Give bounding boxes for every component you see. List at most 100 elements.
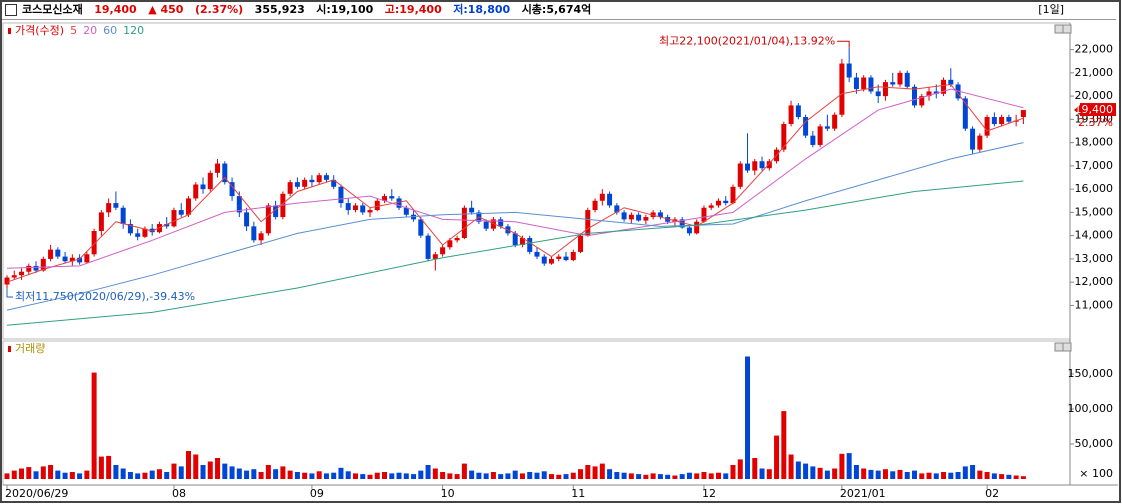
candle-body bbox=[4, 277, 10, 285]
panel-button[interactable] bbox=[1054, 342, 1064, 352]
candle-body bbox=[207, 172, 213, 190]
volume-bar bbox=[745, 356, 751, 479]
candle-body bbox=[374, 200, 380, 211]
annotation-arrow bbox=[6, 287, 13, 298]
volume-bar bbox=[723, 473, 729, 479]
volume-bar bbox=[251, 469, 257, 479]
volume-bar bbox=[585, 464, 591, 479]
volume-bar bbox=[941, 471, 947, 479]
candle-body bbox=[338, 186, 344, 204]
candle-body bbox=[200, 184, 206, 190]
candle-body bbox=[817, 126, 823, 145]
period[interactable]: [1일] bbox=[1038, 3, 1064, 16]
volume-bar bbox=[367, 474, 373, 479]
volume-bar bbox=[396, 472, 402, 479]
volume-bar bbox=[149, 470, 155, 479]
candle-body bbox=[62, 256, 68, 262]
volume-bar bbox=[672, 475, 678, 479]
volume-bar bbox=[599, 463, 605, 479]
candle-body bbox=[483, 221, 489, 229]
legend-label: 5 bbox=[70, 24, 77, 37]
legend-label: 20 bbox=[83, 24, 97, 37]
volume-bar bbox=[897, 469, 903, 479]
candle-body bbox=[40, 258, 46, 271]
legend-label: 가격(수정) bbox=[15, 24, 64, 37]
volume-bar bbox=[519, 473, 525, 479]
volume-bar bbox=[19, 468, 25, 479]
volume-bar bbox=[1013, 475, 1019, 479]
candle-body bbox=[48, 249, 54, 259]
volume-bar bbox=[912, 470, 917, 479]
volume-bar bbox=[824, 470, 830, 479]
candle-body bbox=[193, 184, 199, 199]
volume-bar bbox=[440, 471, 446, 479]
candle-body bbox=[853, 77, 859, 90]
volume-bar bbox=[84, 470, 90, 479]
volume-bar bbox=[26, 467, 32, 479]
last-price-label: 19,400 bbox=[1075, 103, 1114, 116]
checkbox[interactable] bbox=[5, 4, 17, 16]
candle-body bbox=[962, 98, 968, 129]
volume-bar bbox=[62, 472, 68, 479]
volume-bar bbox=[643, 474, 649, 479]
volume-bar bbox=[541, 471, 547, 479]
x-tick-label: 08 bbox=[172, 487, 186, 500]
candle-body bbox=[570, 251, 576, 261]
volume-bar bbox=[411, 474, 417, 479]
x-tick-label: 10 bbox=[441, 487, 455, 500]
volume-bar bbox=[294, 471, 300, 479]
candle-body bbox=[98, 212, 104, 232]
candle-body bbox=[788, 105, 794, 125]
candle-body bbox=[519, 237, 525, 245]
candle-body bbox=[171, 210, 177, 227]
volume-bar bbox=[447, 473, 453, 479]
candle-body bbox=[948, 79, 954, 85]
volume-bar bbox=[861, 468, 867, 479]
volume-bar bbox=[904, 471, 910, 479]
volume-bar bbox=[403, 473, 409, 479]
y-tick-label: 21,000 bbox=[1075, 66, 1114, 79]
volume-bar bbox=[563, 474, 569, 479]
volume-bar bbox=[810, 466, 816, 479]
volume-bar bbox=[621, 472, 627, 479]
candle-body bbox=[882, 82, 888, 97]
volume-bar bbox=[752, 457, 758, 479]
volume-bar bbox=[229, 466, 235, 479]
candle-body bbox=[120, 207, 126, 225]
candle-body bbox=[360, 205, 366, 213]
volume-bar bbox=[636, 474, 642, 479]
candle-body bbox=[628, 214, 634, 220]
header: 코스모신소재 19,400 ▲ 450 (2.37%) 355,923 시:19… bbox=[0, 0, 1116, 20]
candle-body bbox=[541, 256, 547, 264]
legend-label: 120 bbox=[123, 24, 144, 37]
change-pct: (2.37%) bbox=[194, 3, 244, 16]
panel-button[interactable] bbox=[1062, 24, 1072, 34]
candle-body bbox=[149, 228, 155, 233]
panel-button[interactable] bbox=[1054, 24, 1064, 34]
candle-body bbox=[302, 179, 308, 187]
candle-body bbox=[657, 212, 663, 218]
volume-bar bbox=[926, 472, 932, 479]
volume-bar bbox=[4, 473, 10, 479]
candle-body bbox=[643, 217, 649, 221]
volume-bar bbox=[316, 471, 322, 479]
y-tick-label: 15,000 bbox=[1075, 205, 1114, 218]
candle-body bbox=[803, 117, 809, 136]
candle-body bbox=[737, 163, 743, 187]
volume-bar bbox=[171, 463, 177, 479]
candle-body bbox=[498, 219, 504, 227]
panel-button[interactable] bbox=[1062, 342, 1072, 352]
volume-bar bbox=[875, 470, 881, 479]
volume-title: 거래량 bbox=[15, 342, 45, 355]
candle-body bbox=[26, 265, 32, 272]
volume-bar bbox=[570, 472, 576, 479]
annotation: 최저11,750(2020/06/29),-39.43% bbox=[15, 290, 195, 303]
y-tick-label: 20,000 bbox=[1075, 89, 1114, 102]
candle-body bbox=[352, 205, 358, 211]
volume-bar bbox=[302, 472, 308, 479]
y-tick-label: 150,000 bbox=[1068, 367, 1114, 380]
legend-marker bbox=[8, 346, 11, 352]
candle-body bbox=[715, 200, 721, 206]
candle-body bbox=[84, 254, 90, 263]
